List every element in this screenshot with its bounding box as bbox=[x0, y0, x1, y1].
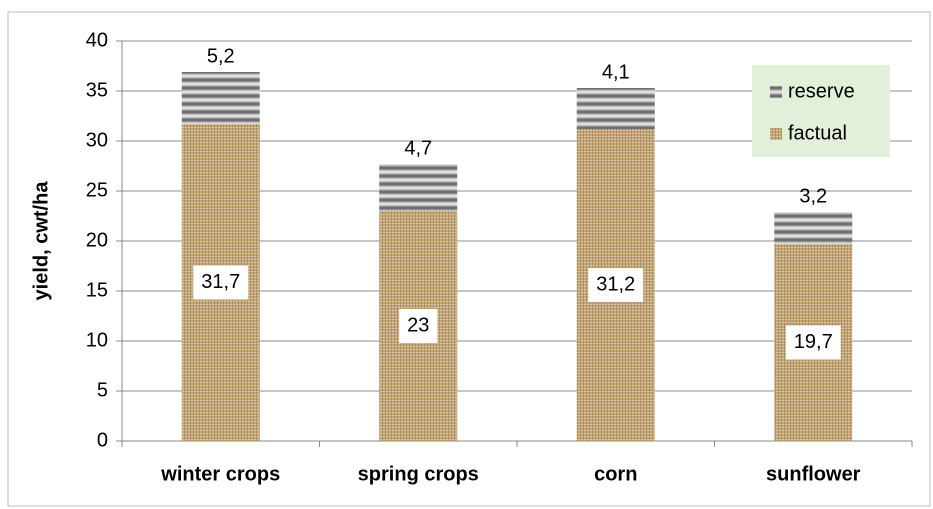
legend-swatch bbox=[770, 128, 782, 140]
y-tick-label: 40 bbox=[86, 29, 108, 51]
value-label: 3,2 bbox=[799, 185, 827, 207]
value-label-box bbox=[399, 309, 438, 343]
bar-segment bbox=[576, 88, 655, 129]
x-tick-label: sunflower bbox=[766, 463, 861, 485]
y-axis-title: yield, cwt/ha bbox=[30, 181, 52, 301]
value-label-box bbox=[193, 265, 249, 300]
value-label-box bbox=[588, 268, 644, 302]
value-label: 19,7 bbox=[794, 331, 833, 353]
y-tick-label: 15 bbox=[86, 279, 108, 301]
value-label: 31,2 bbox=[596, 273, 635, 295]
value-label: 5,2 bbox=[207, 45, 235, 67]
y-tick-label: 10 bbox=[86, 329, 108, 351]
y-tick-label: 30 bbox=[86, 129, 108, 151]
legend-box bbox=[752, 65, 890, 157]
value-label: 4,1 bbox=[602, 61, 630, 83]
x-tick-label: winter crops bbox=[160, 463, 280, 485]
legend-swatch bbox=[770, 86, 782, 98]
value-label: 23 bbox=[407, 314, 429, 336]
x-tick-label: corn bbox=[594, 463, 637, 485]
y-tick-label: 0 bbox=[97, 429, 108, 451]
legend-label: reserve bbox=[788, 80, 855, 102]
x-tick-label: spring crops bbox=[358, 463, 479, 485]
y-tick-label: 35 bbox=[86, 79, 108, 101]
bar-segment bbox=[379, 164, 458, 211]
y-tick-label: 25 bbox=[86, 179, 108, 201]
value-label: 31,7 bbox=[201, 271, 240, 293]
value-label: 4,7 bbox=[404, 137, 432, 159]
y-tick-label: 20 bbox=[86, 229, 108, 251]
value-label-box bbox=[785, 325, 841, 360]
bar-segment bbox=[774, 212, 853, 244]
y-tick-label: 5 bbox=[97, 379, 108, 401]
bar-segment bbox=[181, 72, 260, 124]
legend-label: factual bbox=[788, 122, 847, 144]
